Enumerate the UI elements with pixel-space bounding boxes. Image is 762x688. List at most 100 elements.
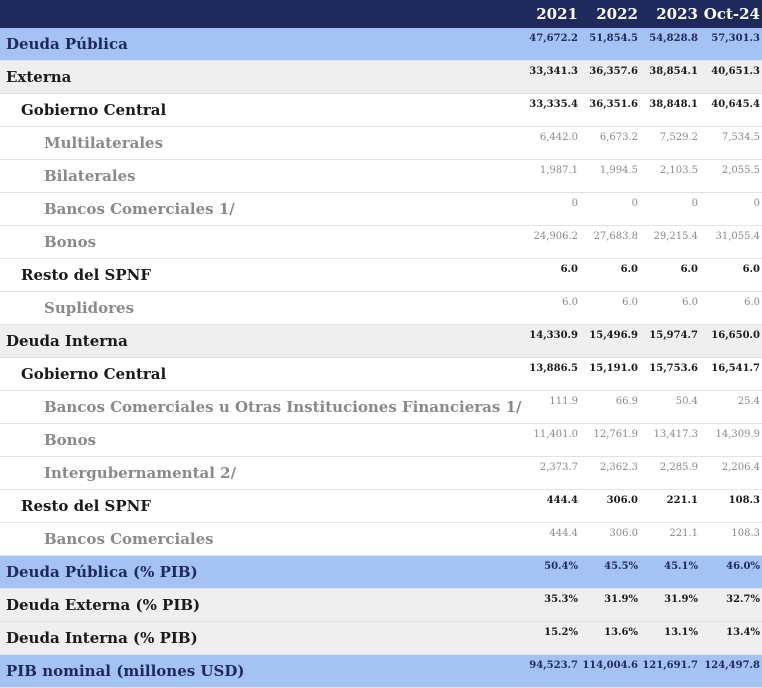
row-value: 15,191.0 [580, 357, 640, 391]
row-label: Deuda Externa (% PIB) [0, 588, 520, 622]
row-value: 15,496.9 [580, 324, 640, 358]
row-value: 2,373.7 [520, 456, 580, 490]
row-value: 11,401.0 [520, 423, 580, 457]
table-row: Gobierno Central 13,886.5 15,191.0 15,75… [0, 357, 762, 391]
row-value: 50.4% [520, 555, 580, 589]
row-value: 14,330.9 [520, 324, 580, 358]
row-value: 221.1 [640, 489, 700, 523]
row-value: 33,335.4 [520, 93, 580, 127]
row-value: 7,529.2 [640, 126, 700, 160]
table-row: Deuda Interna 14,330.9 15,496.9 15,974.7… [0, 324, 762, 358]
row-value: 6.0 [640, 291, 700, 325]
table-row: Deuda Pública (% PIB) 50.4% 45.5% 45.1% … [0, 555, 762, 589]
row-label: Gobierno Central [0, 93, 520, 127]
row-value: 2,285.9 [640, 456, 700, 490]
row-value: 15,753.6 [640, 357, 700, 391]
row-value: 33,341.3 [520, 60, 580, 94]
table-row: Deuda Externa (% PIB) 35.3% 31.9% 31.9% … [0, 588, 762, 622]
row-value: 0 [700, 192, 762, 226]
row-value: 40,645.4 [700, 93, 762, 127]
row-value: 2,362.3 [580, 456, 640, 490]
header-year-2023: 2023 [640, 0, 700, 28]
row-value: 32.7% [700, 588, 762, 622]
row-value: 15,974.7 [640, 324, 700, 358]
row-value: 36,357.6 [580, 60, 640, 94]
table-row: Bancos Comerciales 444.4 306.0 221.1 108… [0, 522, 762, 556]
row-value: 47,672.2 [520, 28, 580, 61]
row-value: 6.0 [520, 291, 580, 325]
table-row: Gobierno Central 33,335.4 36,351.6 38,84… [0, 93, 762, 127]
row-value: 0 [520, 192, 580, 226]
header-year-2021: 2021 [520, 0, 580, 28]
row-label: Intergubernamental 2/ [0, 456, 520, 490]
row-label: Bancos Comerciales [0, 522, 520, 556]
table-row: Bonos 11,401.0 12,761.9 13,417.3 14,309.… [0, 423, 762, 457]
row-value: 14,309.9 [700, 423, 762, 457]
table-row: Multilaterales 6,442.0 6,673.2 7,529.2 7… [0, 126, 762, 160]
row-value: 36,351.6 [580, 93, 640, 127]
row-label: Multilaterales [0, 126, 520, 160]
row-value: 31.9% [580, 588, 640, 622]
table-body: Deuda Pública 47,672.2 51,854.5 54,828.8… [0, 28, 762, 688]
row-label: Bilaterales [0, 159, 520, 193]
row-label: Deuda Pública (% PIB) [0, 555, 520, 589]
row-value: 31.9% [640, 588, 700, 622]
row-value: 15.2% [520, 621, 580, 655]
table-row: Resto del SPNF 444.4 306.0 221.1 108.3 [0, 489, 762, 523]
row-value: 444.4 [520, 489, 580, 523]
row-value: 221.1 [640, 522, 700, 556]
row-label: PIB nominal (millones USD) [0, 654, 520, 688]
row-value: 1,987.1 [520, 159, 580, 193]
row-value: 38,848.1 [640, 93, 700, 127]
row-value: 13.6% [580, 621, 640, 655]
row-value: 54,828.8 [640, 28, 700, 61]
row-value: 2,103.5 [640, 159, 700, 193]
row-value: 25.4 [700, 390, 762, 424]
row-value: 35.3% [520, 588, 580, 622]
row-value: 6,442.0 [520, 126, 580, 160]
row-value: 45.5% [580, 555, 640, 589]
row-value: 108.3 [700, 489, 762, 523]
row-value: 40,651.3 [700, 60, 762, 94]
row-label: Bonos [0, 225, 520, 259]
table-row: PIB nominal (millones USD) 94,523.7 114,… [0, 654, 762, 688]
row-value: 6.0 [700, 258, 762, 292]
row-label: Resto del SPNF [0, 489, 520, 523]
row-value: 13.4% [700, 621, 762, 655]
row-value: 51,854.5 [580, 28, 640, 61]
row-label: Resto del SPNF [0, 258, 520, 292]
row-value: 13,417.3 [640, 423, 700, 457]
row-value: 6,673.2 [580, 126, 640, 160]
row-value: 13.1% [640, 621, 700, 655]
table-row: Bonos 24,906.2 27,683.8 29,215.4 31,055.… [0, 225, 762, 259]
row-label: Gobierno Central [0, 357, 520, 391]
table-row: Suplidores 6.0 6.0 6.0 6.0 [0, 291, 762, 325]
row-label: Bancos Comerciales 1/ [0, 192, 520, 226]
header-row: 2021 2022 2023 Oct-24 [0, 0, 762, 28]
header-year-2022: 2022 [580, 0, 640, 28]
row-value: 29,215.4 [640, 225, 700, 259]
row-value: 114,004.6 [580, 654, 640, 688]
row-value: 0 [640, 192, 700, 226]
row-value: 7,534.5 [700, 126, 762, 160]
row-value: 2,055.5 [700, 159, 762, 193]
header-label-cell [0, 0, 520, 28]
row-value: 27,683.8 [580, 225, 640, 259]
row-value: 1,994.5 [580, 159, 640, 193]
table-row: Bilaterales 1,987.1 1,994.5 2,103.5 2,05… [0, 159, 762, 193]
row-value: 66.9 [580, 390, 640, 424]
table-row: Intergubernamental 2/ 2,373.7 2,362.3 2,… [0, 456, 762, 490]
row-value: 306.0 [580, 522, 640, 556]
row-value: 444.4 [520, 522, 580, 556]
row-value: 24,906.2 [520, 225, 580, 259]
row-label: Suplidores [0, 291, 520, 325]
row-value: 306.0 [580, 489, 640, 523]
row-value: 13,886.5 [520, 357, 580, 391]
header-year-oct24: Oct-24 [700, 0, 762, 28]
row-value: 124,497.8 [700, 654, 762, 688]
row-value: 121,691.7 [640, 654, 700, 688]
row-label: Deuda Interna (% PIB) [0, 621, 520, 655]
row-value: 38,854.1 [640, 60, 700, 94]
row-value: 111.9 [520, 390, 580, 424]
